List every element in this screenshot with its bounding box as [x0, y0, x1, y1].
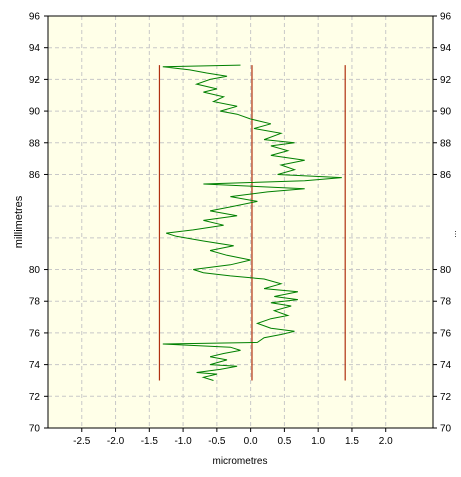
- x-tick-label: 1.0: [311, 436, 325, 447]
- right-y-tick-label: 90: [440, 107, 452, 118]
- x-tick-label: 2.0: [379, 436, 393, 447]
- axis-ticks: -2.5 -2.0 -1.5 -1.0 -0.5 0.0 0.5 1.0 1.5 2.0 70 72 7…: [29, 12, 452, 448]
- y-tick-label: 96: [29, 12, 41, 23]
- right-y-tick-label: 72: [440, 392, 452, 403]
- right-y-tick-label: 86: [440, 170, 452, 181]
- right-y-tick-label: 94: [440, 43, 452, 54]
- right-y-tick-label: 74: [440, 360, 452, 371]
- x-axis-label: micrometres: [212, 456, 267, 467]
- y-tick-label: 80: [29, 265, 41, 276]
- x-tick-label: -0.5: [208, 436, 226, 447]
- right-y-tick-label: 76: [440, 328, 452, 339]
- y-tick-label: 74: [29, 360, 41, 371]
- right-y-tick-label: 78: [440, 297, 452, 308]
- reference-lines: [158, 65, 346, 381]
- y-tick-label: 94: [29, 43, 41, 54]
- x-tick-label: 0.5: [277, 436, 291, 447]
- y-tick-label: 72: [29, 392, 41, 403]
- grid-lines: [48, 16, 433, 428]
- right-y-tick-label: 70: [440, 424, 452, 435]
- x-tick-label: 1.5: [345, 436, 359, 447]
- x-tick-label: -2.0: [107, 436, 125, 447]
- right-y-tick-label: 88: [440, 138, 452, 149]
- x-tick-label: 0.0: [244, 436, 258, 447]
- x-tick-label: -2.5: [73, 436, 91, 447]
- plot-border: [47, 15, 434, 429]
- y-tick-label: 88: [29, 138, 41, 149]
- x-tick-label: -1.0: [174, 436, 192, 447]
- y-tick-label: 70: [29, 424, 41, 435]
- x-tick-label: -1.5: [141, 436, 159, 447]
- y-tick-label: 86: [29, 170, 41, 181]
- right-y-tick-label: 80: [440, 265, 452, 276]
- y-tick-label: 90: [29, 107, 41, 118]
- y-tick-label: 76: [29, 328, 41, 339]
- profile-line: [162, 64, 342, 381]
- plot-background: [48, 16, 433, 428]
- right-axis-marker: ...: [448, 230, 458, 238]
- y-axis-label: millimetres: [13, 195, 25, 248]
- y-tick-label: 78: [29, 297, 41, 308]
- right-y-tick-label: 96: [440, 12, 452, 23]
- right-y-tick-label: 92: [440, 75, 452, 86]
- y-tick-label: 92: [29, 75, 41, 86]
